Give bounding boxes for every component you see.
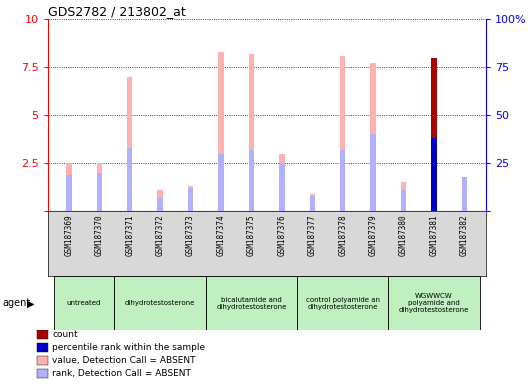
Text: GDS2782 / 213802_at: GDS2782 / 213802_at (48, 5, 185, 18)
Bar (97, 173, 102, 211)
Bar (279, 163, 285, 211)
Bar (206, 276, 297, 330)
Text: bicalutamide and
dihydrotestosterone: bicalutamide and dihydrotestosterone (216, 297, 287, 310)
Text: GSM187377: GSM187377 (308, 214, 317, 256)
Bar (127, 77, 133, 211)
Text: percentile rank within the sample: percentile rank within the sample (52, 343, 205, 352)
Text: GSM187371: GSM187371 (125, 214, 134, 256)
Text: GSM187376: GSM187376 (277, 214, 286, 256)
Bar (157, 198, 163, 211)
Bar (340, 56, 345, 211)
Bar (115, 276, 206, 330)
Text: GSM187380: GSM187380 (399, 214, 408, 256)
Text: value, Detection Call = ABSENT: value, Detection Call = ABSENT (52, 356, 196, 365)
Bar (461, 177, 467, 211)
Bar (249, 150, 254, 211)
Text: dihydrotestosterone: dihydrotestosterone (125, 300, 195, 306)
Bar (401, 182, 407, 211)
Text: GSM187372: GSM187372 (156, 214, 165, 256)
Text: GSM187382: GSM187382 (460, 214, 469, 256)
Text: control polyamide an
dihydrotestosterone: control polyamide an dihydrotestosterone (306, 297, 380, 310)
Bar (249, 54, 254, 211)
Bar (188, 186, 193, 211)
Bar (36, 369, 48, 377)
Text: ▶: ▶ (27, 298, 35, 308)
Bar (401, 190, 407, 211)
Bar (157, 190, 163, 211)
Bar (36, 356, 48, 365)
Bar (297, 276, 389, 330)
Text: GSM187369: GSM187369 (64, 214, 73, 256)
Bar (218, 154, 224, 211)
Bar (340, 150, 345, 211)
Bar (389, 276, 479, 330)
Bar (279, 154, 285, 211)
Text: GSM187381: GSM187381 (429, 214, 439, 256)
Bar (371, 63, 376, 211)
Bar (431, 58, 437, 211)
Text: GSM187375: GSM187375 (247, 214, 256, 256)
Bar (309, 194, 315, 211)
Bar (66, 163, 72, 211)
Text: GSM187374: GSM187374 (216, 214, 225, 256)
Text: GSM187379: GSM187379 (369, 214, 378, 256)
Bar (97, 163, 102, 211)
Bar (218, 52, 224, 211)
Bar (66, 175, 72, 211)
Text: agent: agent (3, 298, 31, 308)
Text: GSM187378: GSM187378 (338, 214, 347, 256)
Text: rank, Detection Call = ABSENT: rank, Detection Call = ABSENT (52, 369, 191, 378)
Bar (36, 330, 48, 339)
Bar (127, 148, 133, 211)
Bar (461, 177, 467, 211)
Bar (431, 58, 437, 211)
Bar (371, 134, 376, 211)
Text: GSM187370: GSM187370 (95, 214, 104, 256)
Bar (36, 343, 48, 352)
Text: WGWWCW
polyamide and
dihydrotestosterone: WGWWCW polyamide and dihydrotestosterone (399, 293, 469, 313)
Bar (54, 276, 115, 330)
Bar (188, 188, 193, 211)
Bar (431, 138, 437, 211)
Text: untreated: untreated (67, 300, 101, 306)
Text: count: count (52, 330, 78, 339)
Text: GSM187373: GSM187373 (186, 214, 195, 256)
Bar (309, 196, 315, 211)
